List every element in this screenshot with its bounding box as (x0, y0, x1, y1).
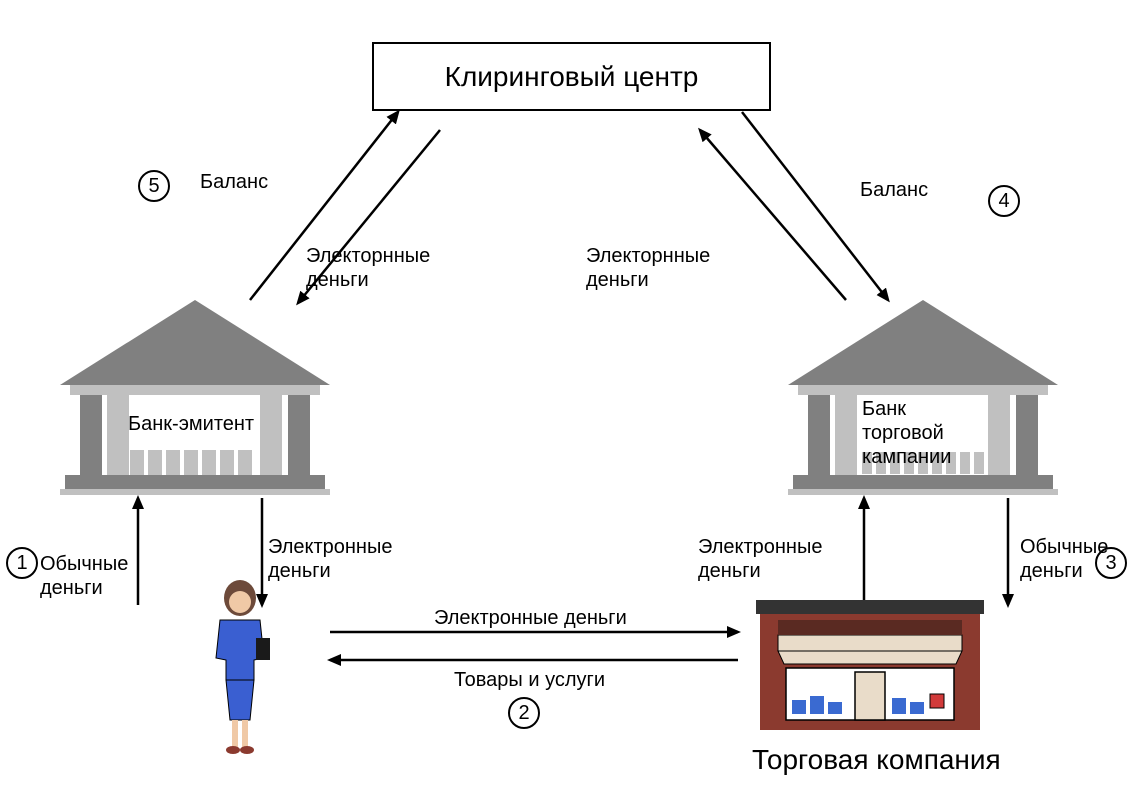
label-emoney-br: Электронные деньги (698, 535, 822, 583)
label-emoney-bl: Электронные деньги (268, 535, 392, 583)
bank-issuer-label: Банк-эмитент (128, 412, 254, 436)
step-1: 1 (6, 547, 38, 579)
step-4-num: 4 (998, 190, 1009, 213)
label-emoney-tr: Электорнные деньги (586, 244, 710, 292)
step-1-num: 1 (16, 552, 27, 575)
label-cash-right: Обычные деньги (1020, 535, 1108, 583)
bank-issuer-icon (60, 300, 330, 495)
step-5: 5 (138, 170, 170, 202)
customer-icon (216, 580, 270, 754)
arrow-right-up (700, 130, 846, 300)
label-horiz-bot: Товары и услуги (454, 668, 605, 692)
shop-icon (756, 600, 984, 730)
step-2-num: 2 (518, 702, 529, 725)
step-4: 4 (988, 185, 1020, 217)
label-horiz-top: Электронные деньги (434, 606, 627, 630)
label-cash-left: Обычные деньги (40, 552, 128, 600)
label-balance-left: Баланс (200, 170, 268, 194)
bank-merchant-label: Банк торговой кампании (862, 397, 951, 469)
label-emoney-tl: Электорнные деньги (306, 244, 430, 292)
label-balance-right: Баланс (860, 178, 928, 202)
step-5-num: 5 (148, 175, 159, 198)
step-2: 2 (508, 697, 540, 729)
shop-caption: Торговая компания (752, 744, 1001, 776)
